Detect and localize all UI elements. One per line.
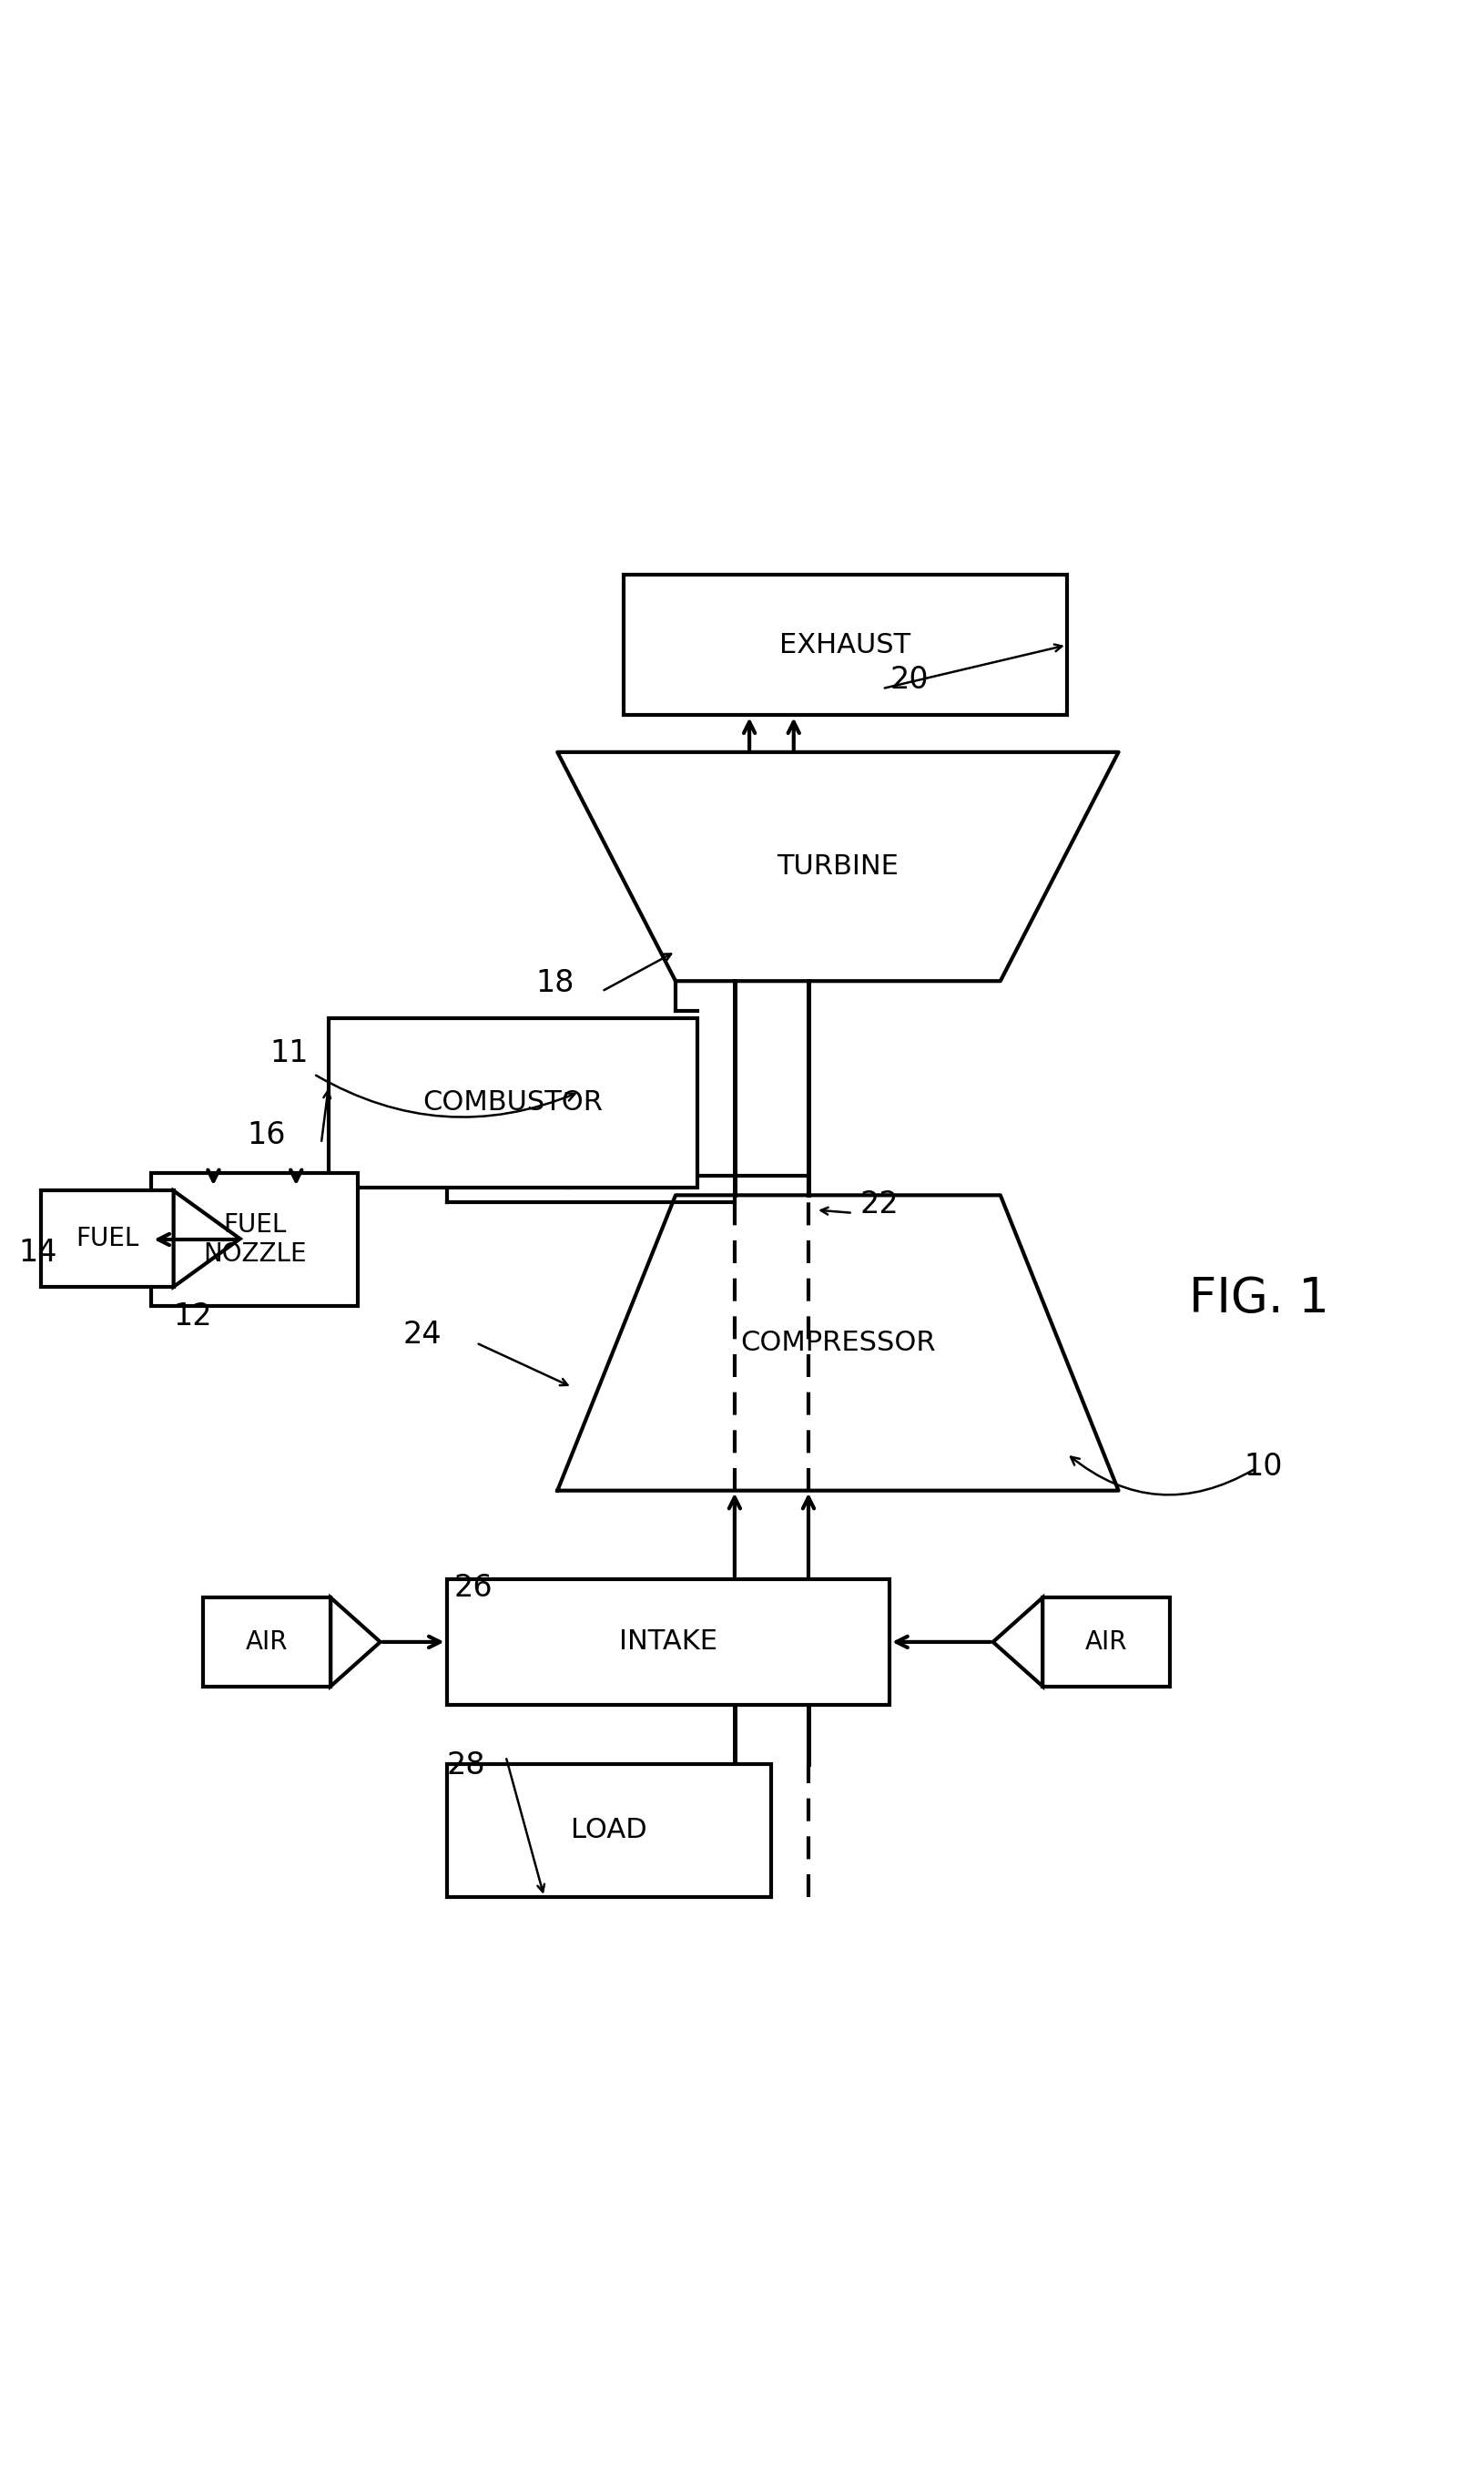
Text: FIG. 1: FIG. 1	[1189, 1274, 1328, 1321]
Polygon shape	[331, 1596, 380, 1686]
Text: 28: 28	[447, 1750, 485, 1780]
Text: COMBUSTOR: COMBUSTOR	[423, 1091, 604, 1116]
Bar	[447, 1579, 889, 1706]
Text: LOAD: LOAD	[571, 1817, 647, 1844]
Text: 26: 26	[454, 1574, 493, 1604]
Bar	[447, 1763, 772, 1896]
Bar	[328, 1019, 697, 1187]
Text: 18: 18	[536, 967, 574, 997]
Text: COMPRESSOR: COMPRESSOR	[741, 1329, 936, 1356]
Polygon shape	[558, 751, 1119, 982]
Text: FUEL: FUEL	[76, 1227, 138, 1252]
Text: FUEL
NOZZLE: FUEL NOZZLE	[203, 1212, 307, 1267]
Text: 14: 14	[19, 1237, 58, 1269]
Text: 12: 12	[174, 1301, 212, 1331]
Text: AIR: AIR	[246, 1629, 288, 1653]
Text: TURBINE: TURBINE	[778, 853, 899, 880]
Text: 22: 22	[861, 1190, 899, 1220]
Bar	[151, 1173, 358, 1306]
Text: AIR: AIR	[1085, 1629, 1128, 1653]
Text: INTAKE: INTAKE	[619, 1629, 717, 1656]
Polygon shape	[558, 1195, 1119, 1490]
Bar	[623, 575, 1067, 716]
Text: 10: 10	[1244, 1453, 1282, 1482]
Bar	[203, 1596, 331, 1686]
Text: 20: 20	[889, 664, 929, 694]
Polygon shape	[174, 1190, 240, 1287]
Text: EXHAUST: EXHAUST	[779, 632, 911, 659]
Text: 24: 24	[402, 1319, 441, 1349]
Polygon shape	[993, 1596, 1043, 1686]
Text: 16: 16	[248, 1121, 286, 1150]
Bar	[1043, 1596, 1171, 1686]
Text: 11: 11	[270, 1039, 309, 1068]
Bar	[40, 1190, 174, 1287]
